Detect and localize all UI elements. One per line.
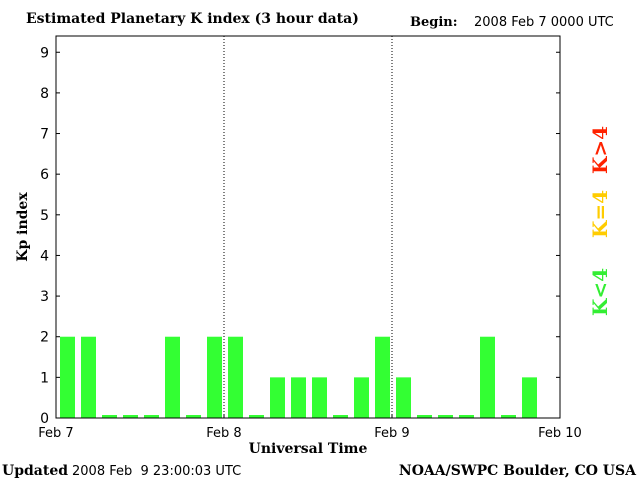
kp-bar bbox=[396, 377, 411, 418]
kp-bar bbox=[480, 336, 495, 418]
kp-bar bbox=[333, 415, 348, 418]
kp-bar bbox=[270, 377, 285, 418]
kp-bar bbox=[417, 415, 432, 418]
y-tick-label: 7 bbox=[40, 127, 49, 143]
kp-bar bbox=[375, 336, 390, 418]
y-axis-label: Kp index bbox=[15, 192, 31, 262]
kp-bar bbox=[291, 377, 306, 418]
kp-bar bbox=[186, 415, 201, 418]
kp-bar bbox=[249, 415, 264, 418]
source-credit: NOAA/SWPC Boulder, CO USA bbox=[399, 463, 637, 479]
kp-bar bbox=[354, 377, 369, 418]
updated-label: Updated bbox=[2, 463, 68, 479]
x-tick-label: Feb 8 bbox=[206, 426, 241, 441]
bars-group bbox=[60, 336, 537, 418]
y-tick-label: 6 bbox=[40, 167, 49, 183]
day-gridlines bbox=[223, 36, 393, 418]
kp-bar bbox=[522, 377, 537, 418]
kp-bar bbox=[438, 415, 453, 418]
kp-bar bbox=[81, 336, 96, 418]
y-axis-ticks: 0 1 2 3 4 5 6 7 8 9 bbox=[40, 45, 560, 427]
x-tick-label: Feb 7 bbox=[38, 426, 73, 441]
kp-bar bbox=[123, 415, 138, 418]
updated-timestamp: 2008 Feb 9 23:00:03 UTC bbox=[72, 464, 241, 479]
kp-bar bbox=[228, 336, 243, 418]
kp-bar bbox=[207, 336, 222, 418]
kp-bar bbox=[60, 336, 75, 418]
kp-bar bbox=[459, 415, 474, 418]
y-tick-label: 2 bbox=[40, 330, 49, 346]
x-tick-label: Feb 9 bbox=[374, 426, 409, 441]
plot-frame bbox=[55, 35, 561, 419]
x-axis-ticks: Feb 7 Feb 8 Feb 9 Feb 10 bbox=[38, 414, 582, 441]
kp-bar bbox=[501, 415, 516, 418]
kp-bar bbox=[165, 336, 180, 418]
chart-title: Estimated Planetary K index (3 hour data… bbox=[26, 11, 359, 27]
kp-bar bbox=[102, 415, 117, 418]
y-tick-label: 8 bbox=[40, 86, 49, 102]
legend: K<4 K=4 K>4 bbox=[588, 126, 612, 316]
legend-entry: K=4 bbox=[588, 190, 612, 238]
y-tick-label: 4 bbox=[40, 248, 49, 264]
y-tick-label: 9 bbox=[40, 45, 49, 61]
y-tick-label: 5 bbox=[40, 208, 49, 224]
legend-entry: K>4 bbox=[588, 126, 612, 174]
y-tick-label: 3 bbox=[40, 289, 49, 305]
x-tick-label: Feb 10 bbox=[538, 426, 582, 441]
begin-value: 2008 Feb 7 0000 UTC bbox=[474, 15, 614, 30]
kp-bar bbox=[144, 415, 159, 418]
kp-bar bbox=[312, 377, 327, 418]
begin-label: Begin: bbox=[410, 15, 458, 30]
y-tick-label: 0 bbox=[40, 411, 49, 427]
y-tick-label: 1 bbox=[40, 370, 49, 386]
x-axis-label: Universal Time bbox=[249, 441, 368, 457]
legend-entry: K<4 bbox=[588, 268, 612, 316]
